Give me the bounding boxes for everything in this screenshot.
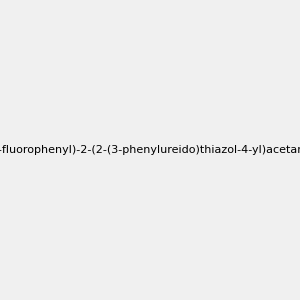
Text: N-(4-fluorophenyl)-2-(2-(3-phenylureido)thiazol-4-yl)acetamide: N-(4-fluorophenyl)-2-(2-(3-phenylureido)… <box>0 145 300 155</box>
